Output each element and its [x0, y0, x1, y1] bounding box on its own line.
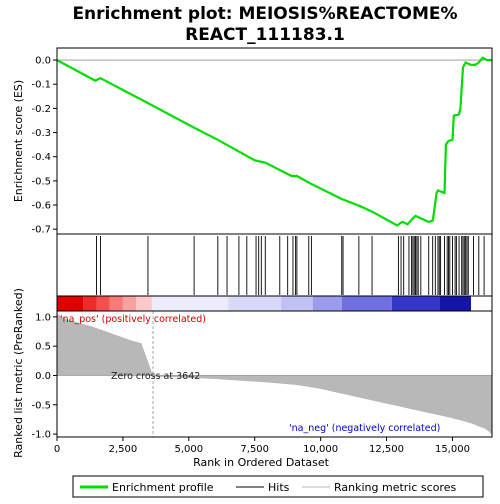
x-tick-label: 12,500: [369, 444, 404, 455]
x-tick-label: 0: [54, 444, 60, 455]
colorbar-segment: [122, 296, 137, 311]
colorbar-segment: [96, 296, 110, 311]
colorbar-segment: [341, 296, 392, 311]
es-y-tick-label: -0.2: [31, 104, 51, 115]
rank-y-tick-label: -0.5: [31, 400, 51, 411]
legend-box: [72, 475, 484, 498]
neg-correlated-label: 'na_neg' (negatively correlated): [289, 423, 440, 434]
x-tick-label: 2,500: [109, 444, 138, 455]
rank-y-tick-label: 0.0: [35, 371, 51, 382]
colorbar-segment: [312, 296, 342, 311]
pos-correlated-label: 'na_pos' (positively correlated): [60, 314, 206, 325]
legend-label: Enrichment profile: [112, 481, 214, 494]
colorbar-segment: [109, 296, 123, 311]
legend-label: Hits: [268, 481, 290, 494]
rank-metric-panel: Zero cross at 3642 'na_pos' (positively c…: [31, 310, 493, 455]
es-y-tick-label: -0.3: [31, 128, 51, 139]
rank-panel-frame: [56, 310, 493, 438]
es-y-tick-label: -0.4: [31, 152, 51, 163]
colorbar-segment: [151, 296, 229, 311]
rank-y-axis-label: Ranked list metric (PreRanked): [12, 288, 25, 458]
enrichment-profile-line: [56, 56, 492, 227]
hits-area: [57, 234, 492, 296]
ranking-metric-area: [57, 313, 492, 436]
rank-y-tick-label: 0.5: [35, 342, 51, 353]
es-y-axis-label: Enrichment score (ES): [12, 80, 25, 202]
colorbar-segment: [439, 296, 471, 311]
rank-colorbar: [56, 295, 493, 312]
colorbar-segment: [228, 296, 282, 311]
x-tick-label: 5,000: [174, 444, 203, 455]
zero-cross-label: Zero cross at 3642: [111, 371, 200, 382]
chart-title-line2: REACT_111183.1: [185, 25, 345, 45]
es-y-tick-label: -0.6: [31, 201, 51, 212]
colorbar-segment: [281, 296, 313, 311]
colorbar-segment: [391, 296, 440, 311]
rank-y-tick-label: -1.0: [31, 430, 51, 441]
es-y-tick-label: -0.7: [31, 225, 51, 236]
es-y-tick-label: 0.0: [35, 56, 51, 67]
x-tick-label: 15,000: [435, 444, 470, 455]
legend-label: Ranking metric scores: [334, 481, 456, 494]
chart-title-line1: Enrichment plot: MEIOSIS%REACTOME%: [72, 4, 457, 24]
colorbar-segment: [83, 296, 97, 311]
x-tick-label: 10,000: [303, 444, 338, 455]
rank-y-tick-label: 1.0: [35, 312, 51, 323]
colorbar-segment: [136, 296, 152, 311]
es-panel: 0.0 -0.1 -0.2 -0.3 -0.4 -0.5 -0.6 -0.7: [31, 47, 493, 236]
es-y-tick-label: -0.5: [31, 176, 51, 187]
es-y-tick-label: -0.1: [31, 80, 51, 91]
x-tick-label: 7,500: [240, 444, 269, 455]
es-plot-area: [57, 48, 492, 234]
x-axis-label: Rank in Ordered Dataset: [193, 456, 330, 469]
colorbar-segment: [57, 296, 84, 311]
hits-panel: [56, 233, 493, 297]
chart-legend: Enrichment profile Hits Ranking metric sco…: [72, 475, 484, 498]
